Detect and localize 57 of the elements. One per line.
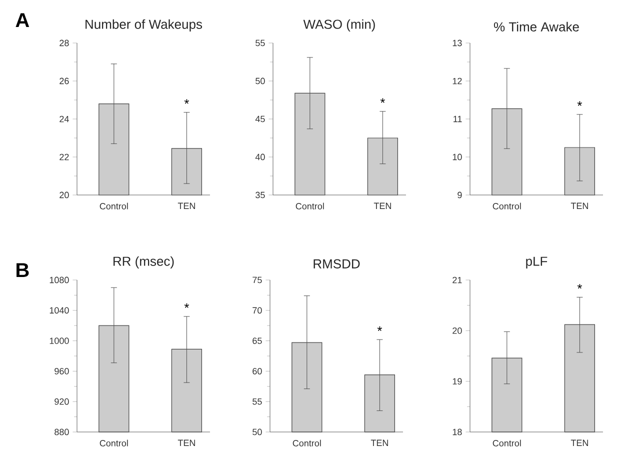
y-tick-label: 65 xyxy=(252,338,262,344)
x-tick-label: Control xyxy=(292,440,321,446)
annotation: * xyxy=(380,98,386,103)
y-tick-label: 10 xyxy=(452,154,462,160)
x-tick-label: Control xyxy=(492,440,521,446)
annotation: * xyxy=(577,284,582,289)
y-tick-label: 920 xyxy=(54,398,69,405)
y-tick-label: 35 xyxy=(256,192,265,198)
chart-title: % Time Awake xyxy=(494,22,579,32)
annotation: * xyxy=(577,101,582,106)
y-tick-label: 21 xyxy=(452,276,462,284)
annotation: * xyxy=(184,303,190,308)
x-tick-label: TEN xyxy=(570,202,588,209)
y-tick-label: 28 xyxy=(60,40,69,46)
chart-title: RMSDD xyxy=(314,259,360,268)
x-tick-label: TEN xyxy=(374,202,391,209)
y-tick-label: 13 xyxy=(452,40,462,46)
y-tick-label: 26 xyxy=(60,78,69,84)
chart-title: RR (msec) xyxy=(114,256,174,268)
y-tick-label: 24 xyxy=(60,116,69,122)
y-tick-label: 1040 xyxy=(50,307,69,314)
x-tick-label: TEN xyxy=(370,440,388,446)
y-tick-label: 11 xyxy=(454,116,462,122)
annotation: * xyxy=(184,99,190,104)
y-tick-label: 75 xyxy=(252,276,262,284)
y-tick-label: 12 xyxy=(452,78,462,84)
y-tick-label: 40 xyxy=(255,154,265,160)
y-tick-label: 9 xyxy=(458,192,462,198)
annotation: * xyxy=(377,326,382,331)
y-tick-label: 50 xyxy=(252,428,262,436)
y-tick-label: 70 xyxy=(252,307,262,314)
y-tick-label: 20 xyxy=(60,192,69,198)
chart-title: pLF xyxy=(526,256,548,268)
y-tick-label: 55 xyxy=(256,40,265,46)
x-tick-label: Control xyxy=(100,440,128,446)
y-tick-label: 22 xyxy=(60,154,69,160)
chart-title: WASO (min) xyxy=(303,19,375,32)
y-tick-label: 880 xyxy=(54,428,69,436)
text: B xyxy=(16,263,29,277)
y-tick-label: 45 xyxy=(255,116,265,122)
x-tick-label: Control xyxy=(296,202,324,210)
y-tick-label: 1080 xyxy=(50,276,69,284)
x-tick-label: Control xyxy=(492,202,521,210)
x-tick-label: TEN xyxy=(178,440,195,446)
y-tick-label: 50 xyxy=(256,78,265,84)
x-tick-label: TEN xyxy=(570,440,588,446)
y-tick-label: 18 xyxy=(452,428,462,436)
y-tick-label: 1000 xyxy=(50,338,69,344)
chart-title: Number of Wakeups xyxy=(86,19,202,32)
x-tick-label: Control xyxy=(100,202,128,210)
x-tick-label: TEN xyxy=(178,202,195,209)
y-tick-label: 960 xyxy=(54,368,69,374)
y-tick-label: 19 xyxy=(452,378,462,385)
y-tick-label: 20 xyxy=(452,327,462,334)
y-tick-label: 60 xyxy=(252,368,262,374)
text: A xyxy=(16,13,30,27)
y-tick-label: 55 xyxy=(252,398,262,405)
